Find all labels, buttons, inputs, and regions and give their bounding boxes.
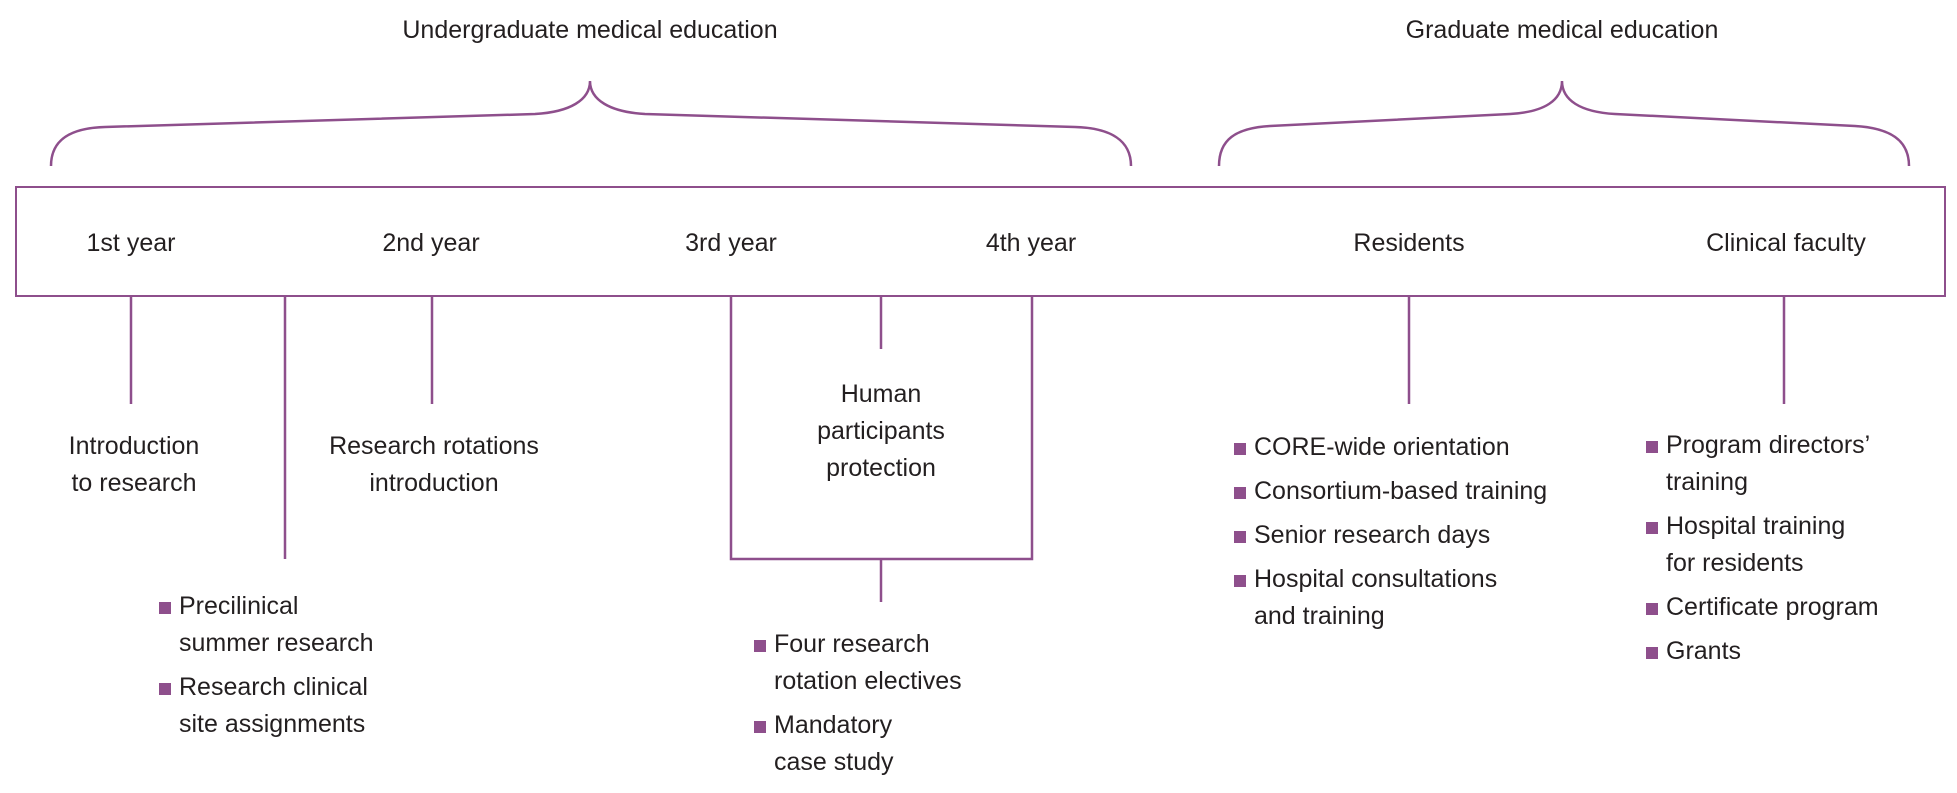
list-item: Certificate program	[1646, 589, 1879, 626]
item-text: Hospital training	[1666, 512, 1846, 540]
node-line: participants	[817, 417, 945, 445]
list-item: Four research rotation electives	[754, 626, 962, 700]
electives-list: Four research rotation electives Mandator…	[754, 626, 962, 788]
list-item: Consortium-based training	[1234, 473, 1548, 510]
item-text: and training	[1254, 602, 1385, 630]
list-item: Hospital consultations and training	[1234, 561, 1547, 635]
bullet-icon	[159, 683, 171, 695]
list-item: Senior research days	[1234, 517, 1547, 554]
list-item: Precilinical summer research	[159, 588, 374, 662]
stages-box	[15, 186, 1946, 297]
bullet-icon	[159, 602, 171, 614]
bullet-icon	[1234, 575, 1246, 587]
item-text: CORE-wide orientation	[1254, 433, 1510, 461]
list-item: Mandatory case study	[754, 707, 962, 781]
graduate-brace	[1217, 80, 1911, 167]
item-text: Mandatory	[774, 711, 893, 739]
undergraduate-label: Undergraduate medical education	[402, 16, 778, 44]
faculty-list: Program directors’ training Hospital trai…	[1646, 427, 1879, 677]
list-item: CORE-wide orientation	[1234, 429, 1547, 466]
stage-1st-year: 1st year	[86, 229, 176, 257]
rotations-intro-node: Research rotations introduction	[329, 428, 539, 502]
bullet-icon	[1646, 603, 1658, 615]
item-text: training	[1666, 468, 1748, 496]
graduate-label: Graduate medical education	[1405, 16, 1719, 44]
item-text: Precilinical	[179, 592, 299, 620]
stage-clinical-faculty: Clinical faculty	[1706, 229, 1866, 257]
bullet-icon	[1234, 531, 1246, 543]
preclinical-list: Precilinical summer research Research cli…	[159, 588, 374, 750]
node-line: to research	[71, 469, 197, 497]
stage-residents: Residents	[1353, 229, 1465, 257]
item-text: Consortium-based training	[1254, 477, 1548, 505]
item-text: summer research	[179, 629, 374, 657]
item-text: Hospital consultations	[1254, 565, 1498, 593]
node-line: Introduction	[68, 432, 200, 460]
stage-4th-year: 4th year	[985, 229, 1077, 257]
item-text: site assignments	[179, 710, 366, 738]
bullet-icon	[1646, 522, 1658, 534]
stage-3rd-year: 3rd year	[685, 229, 777, 257]
item-text: for residents	[1666, 549, 1804, 577]
item-text: Program directors’	[1666, 431, 1871, 459]
item-text: rotation electives	[774, 667, 962, 695]
item-text: Grants	[1666, 637, 1742, 665]
bullet-icon	[1234, 487, 1246, 499]
stage-2nd-year: 2nd year	[382, 229, 480, 257]
node-line: Research rotations	[329, 432, 539, 460]
bullet-icon	[754, 640, 766, 652]
item-text: Four research	[774, 630, 930, 658]
bullet-icon	[1646, 441, 1658, 453]
node-line: Human	[840, 380, 922, 408]
node-line: protection	[826, 454, 936, 482]
bullet-icon	[754, 721, 766, 733]
list-item: Research clinical site assignments	[159, 669, 374, 743]
undergraduate-brace	[49, 80, 1133, 167]
node-line: introduction	[369, 469, 499, 497]
list-item: Hospital training for residents	[1646, 508, 1879, 582]
item-text: case study	[774, 748, 894, 776]
item-text: Senior research days	[1254, 521, 1491, 549]
residents-list: CORE-wide orientation Consortium-based t…	[1234, 429, 1548, 642]
list-item: Program directors’ training	[1646, 427, 1879, 501]
item-text: Certificate program	[1666, 593, 1879, 621]
bullet-icon	[1646, 647, 1658, 659]
bullet-icon	[1234, 443, 1246, 455]
intro-research-node: Introduction to research	[69, 428, 200, 502]
item-text: Research clinical	[179, 673, 368, 701]
human-participants-node: Human participants protection	[817, 376, 945, 487]
list-item: Grants	[1646, 633, 1879, 670]
